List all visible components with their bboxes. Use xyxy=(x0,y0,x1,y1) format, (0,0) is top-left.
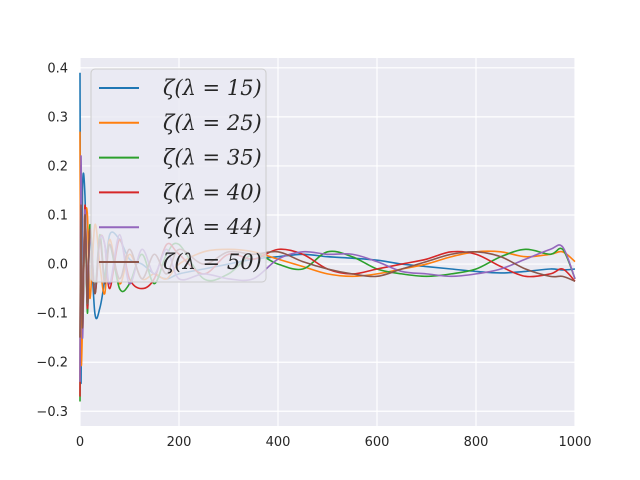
legend-label: ζ(λ = 15) xyxy=(163,76,262,100)
x-tick-label: 200 xyxy=(167,435,192,450)
legend-label: ζ(λ = 40) xyxy=(163,180,262,204)
y-tick-label: 0.3 xyxy=(47,110,68,125)
legend-label: ζ(λ = 50) xyxy=(163,250,262,274)
legend-label: ζ(λ = 25) xyxy=(163,111,262,135)
y-tick-label: 0.0 xyxy=(47,258,68,273)
x-tick-label: 400 xyxy=(266,435,291,450)
legend-label: ζ(λ = 44) xyxy=(163,215,262,239)
y-tick-label: −0.2 xyxy=(36,356,68,371)
tick-labels: 0 200 400 600 800 1000 −0.3 −0.2 −0.1 0.0 0.1 0.2 0.… xyxy=(36,61,591,450)
y-tick-label: 0.2 xyxy=(47,159,68,174)
legend: ζ(λ = 15) ζ(λ = 25) ζ(λ = 35) ζ(λ = 40) ζ(λ … xyxy=(90,68,267,283)
y-tick-label: −0.3 xyxy=(36,405,68,420)
y-tick-label: 0.1 xyxy=(47,209,68,224)
x-tick-label: 600 xyxy=(365,435,390,450)
y-tick-label: 0.4 xyxy=(47,61,68,76)
legend-label: ζ(λ = 35) xyxy=(163,146,262,170)
x-tick-label: 800 xyxy=(464,435,489,450)
y-tick-label: −0.1 xyxy=(36,307,68,322)
x-tick-label: 1000 xyxy=(558,435,591,450)
x-tick-label: 0 xyxy=(76,435,84,450)
grid-lines xyxy=(79,58,576,426)
